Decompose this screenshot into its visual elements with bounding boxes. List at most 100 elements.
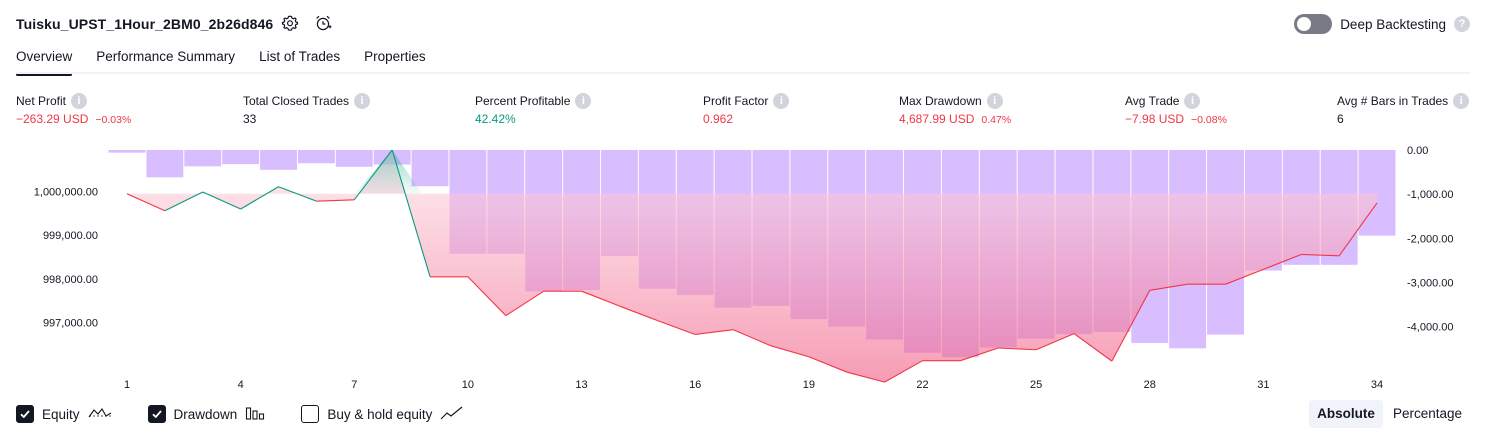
drawdown-checkbox[interactable] — [147, 405, 166, 423]
equity-segment — [278, 186, 317, 202]
equity-segment — [846, 371, 885, 383]
equity-segment — [960, 347, 999, 362]
equity-checkbox[interactable] — [16, 405, 34, 423]
equity-segment — [1263, 253, 1302, 270]
equity-segment — [732, 329, 772, 347]
legend-drawdown[interactable]: Drawdown — [147, 405, 266, 424]
metric-label: Percent Profitable — [475, 94, 571, 108]
info-icon[interactable]: i — [354, 93, 371, 109]
equity-segment — [1073, 333, 1113, 362]
metric-value: 6 — [1337, 112, 1344, 126]
trade-tick-label: 31 — [1257, 379, 1269, 391]
legend-label: Equity — [42, 406, 80, 422]
drawdown-tick-label: -2,000.00 — [1407, 233, 1453, 245]
equity-segment — [505, 290, 544, 317]
legend-label: Drawdown — [173, 406, 238, 422]
legend-equity[interactable]: Equity — [16, 405, 112, 424]
trade-number-axis: 1 4 7 10 13 16 19 22 25 28 31 34 — [124, 379, 1383, 391]
info-icon[interactable]: i — [71, 93, 88, 109]
trade-tick-label: 28 — [1144, 379, 1156, 391]
settings-gear-icon[interactable] — [280, 13, 300, 33]
legend-buy-hold-equity[interactable]: Buy & hold equity — [301, 405, 464, 424]
deep-backtesting-toggle[interactable] — [1294, 14, 1333, 34]
legend-label: Buy & hold equity — [327, 406, 433, 422]
equity-segment — [581, 290, 620, 307]
drawdown-bar — [335, 150, 373, 167]
equity-line-icon — [88, 405, 112, 424]
mode-percentage-button[interactable]: Percentage — [1392, 406, 1462, 421]
metric-label: Net Profit — [16, 94, 67, 108]
trade-tick-label: 34 — [1371, 379, 1383, 391]
equity-segment — [1149, 283, 1188, 291]
metric-max-drawdown: Max Drawdown i 4,687.99 USD 0.47% — [899, 92, 1011, 130]
metric-avg-bars-in-trades: Avg # Bars in Trades i 6 — [1337, 92, 1470, 130]
metric-label: Profit Factor — [703, 94, 769, 108]
equity-line — [126, 149, 1378, 383]
metric-percent: −0.03% — [95, 114, 132, 126]
metric-percent-profitable: Percent Profitable i 42.42% — [475, 92, 592, 130]
trade-tick-label: 13 — [575, 379, 587, 391]
tab-list-of-trades[interactable]: List of Trades — [259, 49, 341, 64]
drawdown-bar — [222, 150, 260, 165]
info-icon[interactable]: i — [986, 93, 1003, 109]
help-icon[interactable]: ? — [1454, 16, 1470, 32]
metric-value: −263.29 USD — [16, 112, 89, 126]
drawdown-bar — [146, 150, 184, 178]
equity-up-area — [354, 150, 423, 194]
deep-backtesting-label: Deep Backtesting — [1340, 16, 1446, 32]
metric-label: Total Closed Trades — [243, 94, 350, 108]
add-alert-icon[interactable] — [313, 13, 333, 33]
metric-total-closed-trades: Total Closed Trades i 33 — [243, 92, 371, 130]
trade-tick-label: 10 — [462, 379, 474, 391]
metric-value: −7.98 USD — [1125, 112, 1185, 126]
drawdown-bars-icon — [245, 405, 265, 424]
buy-hold-line-icon — [440, 405, 464, 424]
equity-segment — [998, 347, 1037, 351]
strategy-title: Tuisku_UPST_1Hour_2BM0_2b26d846 — [16, 16, 274, 32]
tab-overview[interactable]: Overview — [16, 48, 73, 76]
drawdown-tick-label: -1,000.00 — [1407, 189, 1453, 201]
report-tabs: Overview Performance Summary List of Tra… — [16, 48, 426, 76]
metric-value: 0.962 — [703, 112, 734, 126]
info-icon[interactable]: i — [1453, 93, 1470, 109]
equity-axis: 1,000,000.00 999,000.00 998,000.00 997,000.… — [34, 187, 98, 330]
equity-segment — [808, 356, 847, 373]
info-icon[interactable]: i — [575, 93, 592, 109]
info-icon[interactable]: i — [1184, 93, 1201, 109]
trade-tick-label: 4 — [238, 379, 244, 391]
equity-segment — [316, 199, 355, 202]
drawdown-axis: 0.00 -1,000.00 -2,000.00 -3,000.00 -4,000.00 — [1407, 145, 1453, 334]
display-mode-switch: Absolute Percentage — [1309, 400, 1470, 428]
equity-segment — [391, 149, 431, 277]
trade-tick-label: 25 — [1030, 379, 1042, 391]
equity-segment — [467, 276, 507, 317]
metric-value: 33 — [243, 112, 257, 126]
trade-tick-label: 7 — [351, 379, 357, 391]
equity-segment — [202, 191, 241, 210]
metric-net-profit: Net Profit i −263.29 USD −0.03% — [16, 92, 131, 130]
equity-segment — [1111, 290, 1151, 362]
mode-absolute-button[interactable]: Absolute — [1309, 400, 1383, 428]
info-icon[interactable]: i — [773, 93, 790, 109]
metric-percent: −0.08% — [1191, 114, 1227, 126]
drawdown-bar — [297, 150, 335, 164]
equity-drawdown-chart[interactable]: 1,000,000.00 999,000.00 998,000.00 997,000.… — [0, 140, 1486, 400]
equity-area — [127, 150, 1378, 383]
equity-segment — [1035, 333, 1075, 351]
report-header: Tuisku_UPST_1Hour_2BM0_2b26d846 Deep Bac… — [0, 0, 1486, 48]
trade-tick-label: 19 — [803, 379, 815, 391]
trade-tick-label: 1 — [124, 379, 130, 391]
tab-properties[interactable]: Properties — [364, 49, 426, 64]
drawdown-tick-label: 0.00 — [1407, 145, 1428, 157]
equity-tick-label: 998,000.00 — [43, 274, 98, 286]
toggle-knob — [1297, 17, 1312, 31]
tab-performance-summary[interactable]: Performance Summary — [96, 49, 236, 64]
equity-segment — [164, 191, 204, 212]
metric-value: 4,687.99 USD — [899, 112, 975, 126]
equity-segment — [695, 329, 734, 336]
metric-profit-factor: Profit Factor i 0.962 — [703, 92, 790, 130]
buy-hold-checkbox[interactable] — [301, 405, 320, 423]
equity-segment — [884, 360, 923, 383]
metric-percent: 0.47% — [981, 114, 1012, 126]
equity-segment — [619, 305, 658, 321]
